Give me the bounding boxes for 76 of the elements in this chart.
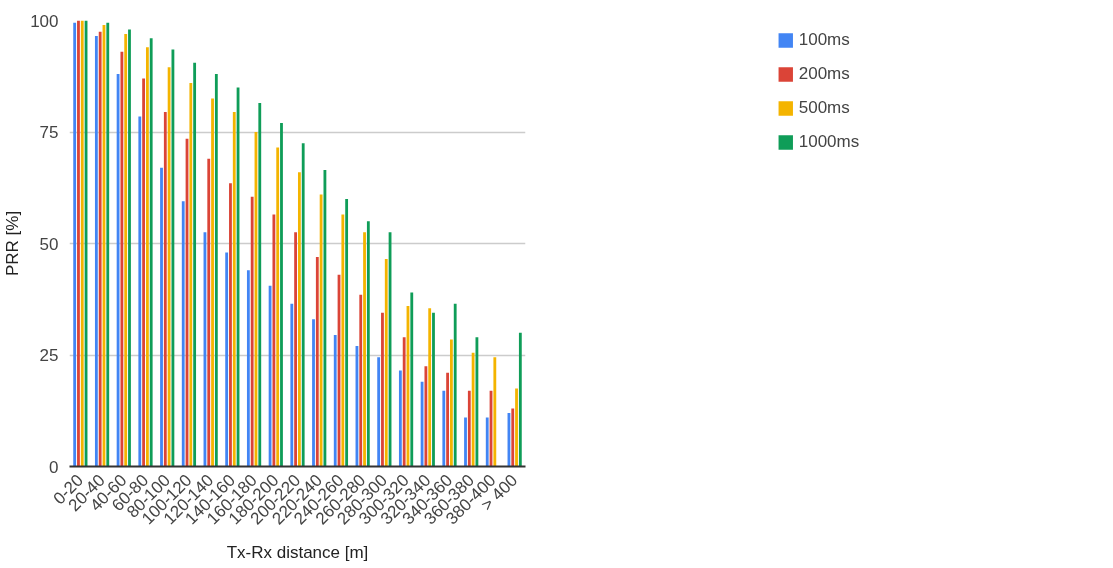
bar [280,123,283,467]
bar [124,33,128,467]
bar [432,312,435,467]
bar [229,183,232,467]
bar [359,294,363,467]
y-tick-label: 50 [39,234,59,254]
bar [511,408,515,467]
bar [410,292,414,467]
bar [167,67,171,467]
bar [207,158,211,467]
bar [94,36,98,467]
bar [341,214,345,467]
y-tick-label: 25 [39,346,59,365]
bar [77,20,80,467]
bar [225,252,229,467]
bar [366,221,370,467]
bar [345,198,349,467]
x-axis-title: Tx-Rx distance [m] [226,543,369,563]
bar [106,22,110,467]
y-tick-label: 75 [39,123,59,142]
bar [518,332,522,467]
bar [442,390,446,467]
legend-label: 100ms [798,30,850,50]
bar [246,270,250,467]
legend-label: 1000ms [798,132,860,152]
bar [193,62,197,467]
bar [315,256,319,467]
y-axis-title: PRR [%] [3,210,23,277]
bar [467,390,471,467]
bar [515,388,518,467]
bar [73,22,77,467]
bar [272,214,276,467]
y-tick-label: 0 [49,457,59,477]
bar [381,312,384,467]
bar [453,303,457,467]
bar [145,47,149,467]
bar [128,29,131,467]
legend-label: 500ms [798,98,850,118]
bar [464,417,467,467]
bar [446,372,450,467]
bar [290,303,294,467]
bar [214,74,218,467]
bar [98,31,102,467]
bar [428,308,432,467]
bar [163,111,167,467]
bar [276,147,280,467]
bar [189,82,193,467]
bar [319,194,323,467]
legend-label: 200ms [798,64,850,84]
bar [301,143,305,467]
bar [312,319,315,467]
bar [138,116,142,467]
bar [80,20,84,467]
bar [211,98,214,467]
bar [384,259,388,467]
bar [402,337,406,467]
bar [449,339,453,467]
bar [377,357,381,467]
bar [250,196,254,467]
bar [294,232,298,467]
bar [471,352,475,467]
bar [333,334,337,467]
bar [493,357,497,467]
bar [181,201,185,467]
bar [160,167,163,467]
bar [297,172,301,467]
y-tick-label: 100 [30,11,59,31]
bar [398,370,402,467]
bar [258,103,262,467]
bar [120,51,124,467]
bar [142,78,146,467]
bar [149,38,153,467]
bar [363,232,366,467]
bar [232,111,236,467]
bar [485,417,489,467]
bar [424,366,428,467]
